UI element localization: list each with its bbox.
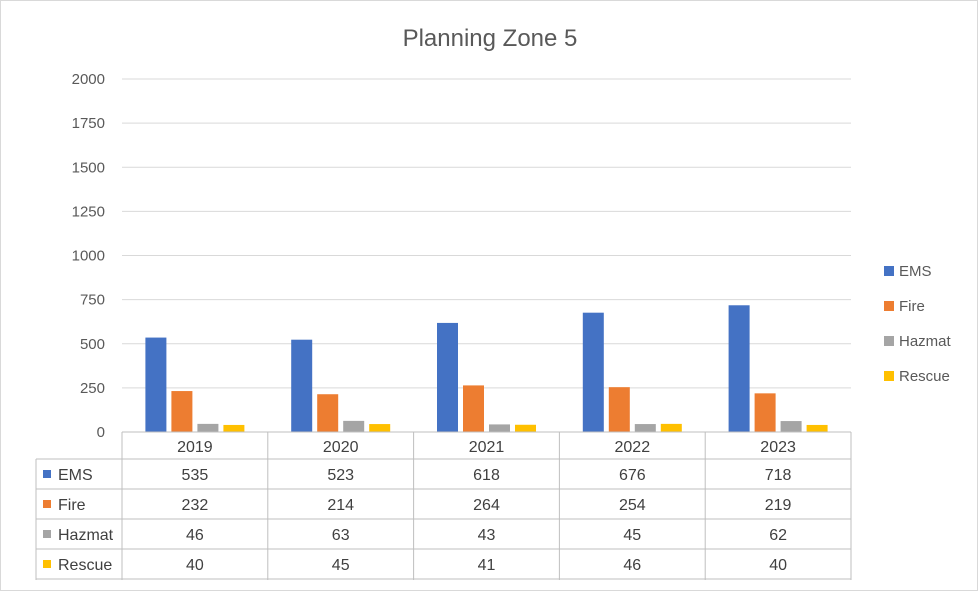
y-tick-label: 2000	[72, 71, 105, 88]
bar-hazmat-2021	[489, 424, 510, 432]
x-tick-label: 2019	[177, 439, 213, 456]
chart-title: Planning Zone 5	[403, 25, 578, 52]
y-tick-label: 1750	[72, 115, 105, 132]
bar-ems-2019	[145, 337, 167, 432]
data-label: 40	[769, 557, 787, 574]
data-table: 2019 2020 2021 2022 2023 EMS 535 523 618 676 718 Fi…	[35, 431, 852, 580]
bar-hazmat-2023	[780, 421, 802, 432]
table-row-label: Fire	[58, 497, 86, 514]
bar-rescue-2021	[515, 424, 536, 432]
y-tick-label: 1000	[72, 248, 105, 265]
bar-hazmat-2022	[634, 424, 656, 432]
legend-label-rescue: Rescue	[899, 368, 950, 385]
data-label: 46	[623, 557, 641, 574]
x-tick-label: 2023	[760, 439, 796, 456]
legend-label-ems: EMS	[899, 263, 932, 280]
data-label: 214	[327, 497, 354, 514]
bar-fire-2023	[754, 393, 776, 432]
bar-rescue-2019	[223, 424, 245, 432]
y-tick-label: 250	[80, 380, 105, 397]
bar-fire-2019	[171, 391, 193, 432]
x-tick-label: 2022	[615, 439, 651, 456]
y-tick-label: 1250	[72, 203, 105, 220]
y-tick-label: 500	[80, 336, 105, 353]
data-label: 718	[765, 467, 792, 484]
y-axis-ticks: 0 250 500 750 1000 1250 1500 1750 2000	[72, 71, 105, 441]
data-label: 523	[327, 467, 354, 484]
bar-fire-2020	[317, 394, 339, 432]
data-label: 535	[182, 467, 209, 484]
table-legend-key	[43, 470, 51, 478]
table-row-label: EMS	[58, 467, 93, 484]
bar-rescue-2022	[660, 423, 682, 432]
bar-fire-2022	[608, 387, 630, 432]
y-tick-label: 0	[97, 424, 105, 441]
legend-label-fire: Fire	[899, 298, 925, 315]
data-label: 232	[182, 497, 209, 514]
data-label: 40	[186, 557, 204, 574]
table-legend-key	[43, 500, 51, 508]
data-label: 254	[619, 497, 646, 514]
x-tick-label: 2021	[469, 439, 505, 456]
data-label: 45	[623, 527, 641, 544]
legend: EMS Fire Hazmat Rescue	[884, 263, 952, 385]
legend-swatch-fire	[884, 301, 894, 311]
bar-ems-2022	[582, 312, 604, 432]
table-row-label: Rescue	[58, 557, 112, 574]
gridlines	[122, 78, 851, 389]
data-label: 264	[473, 497, 500, 514]
table-row-label: Hazmat	[58, 527, 114, 544]
legend-swatch-rescue	[884, 371, 894, 381]
bar-ems-2023	[728, 305, 750, 432]
bars	[145, 305, 828, 432]
data-label: 46	[186, 527, 204, 544]
bar-rescue-2020	[369, 424, 391, 432]
data-label: 219	[765, 497, 792, 514]
table-legend-key	[43, 530, 51, 538]
y-tick-label: 750	[80, 292, 105, 309]
legend-label-hazmat: Hazmat	[899, 333, 952, 350]
data-label: 45	[332, 557, 350, 574]
y-tick-label: 1500	[72, 159, 105, 176]
data-label: 618	[473, 467, 500, 484]
bar-hazmat-2020	[343, 420, 365, 432]
legend-swatch-hazmat	[884, 336, 894, 346]
bar-ems-2020	[291, 339, 313, 432]
bar-rescue-2023	[806, 424, 828, 432]
bar-hazmat-2019	[197, 423, 219, 432]
data-label: 62	[769, 527, 787, 544]
data-label: 43	[478, 527, 496, 544]
data-label: 63	[332, 527, 350, 544]
bar-ems-2021	[437, 322, 458, 432]
table-legend-key	[43, 560, 51, 568]
legend-swatch-ems	[884, 266, 894, 276]
bar-fire-2021	[463, 385, 484, 432]
x-tick-label: 2020	[323, 439, 359, 456]
data-label: 41	[478, 557, 496, 574]
data-label: 676	[619, 467, 646, 484]
